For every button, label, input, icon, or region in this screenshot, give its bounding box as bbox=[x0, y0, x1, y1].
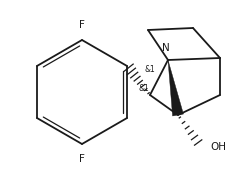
Text: &1: &1 bbox=[145, 65, 155, 75]
Text: OH: OH bbox=[210, 142, 226, 152]
Polygon shape bbox=[168, 60, 184, 116]
Text: &1: &1 bbox=[138, 84, 149, 93]
Text: N: N bbox=[162, 43, 170, 53]
Text: F: F bbox=[79, 20, 85, 30]
Text: F: F bbox=[79, 154, 85, 164]
